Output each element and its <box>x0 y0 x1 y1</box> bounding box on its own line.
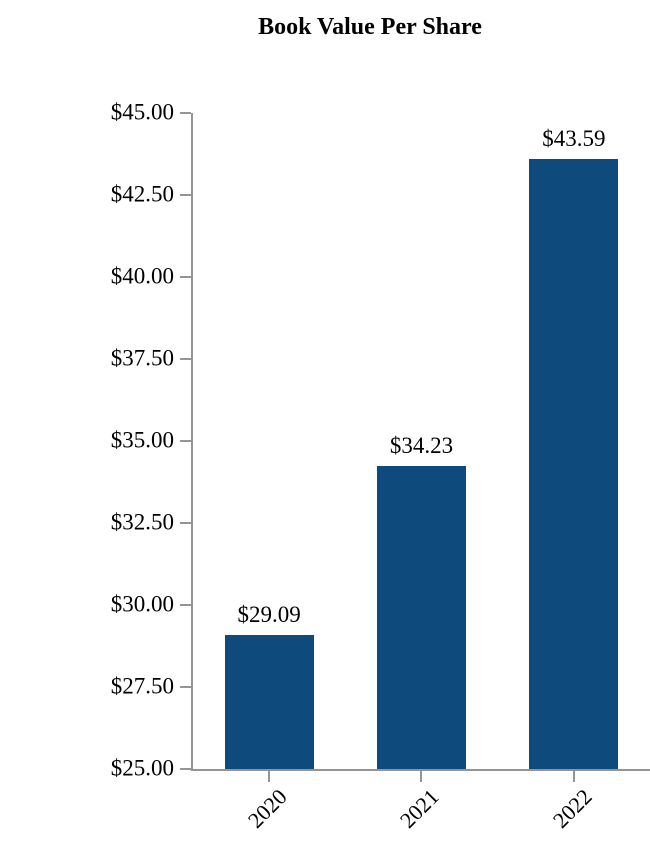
x-axis-tick <box>268 771 271 782</box>
y-axis-tick <box>180 522 191 524</box>
bar-2020: $29.09 <box>224 602 314 769</box>
y-axis-tick <box>180 440 191 442</box>
y-axis-tick-label: $45.00 <box>110 99 174 125</box>
x-axis-tick-label: 2022 <box>547 784 597 833</box>
x-axis-tick <box>420 771 423 782</box>
y-axis-tick <box>180 194 191 196</box>
y-axis-tick <box>180 112 191 114</box>
plot-area: $45.00 $42.50 $40.00 $37.50 $35.00 $32.5… <box>111 99 650 833</box>
bar-2022: $43.59 <box>529 126 619 769</box>
y-axis-tick-label: $40.00 <box>110 263 174 289</box>
bar-value-label: $34.23 <box>389 433 454 459</box>
bar-2021: $34.23 <box>376 433 466 769</box>
category-cell-2021: $34.23 2021 <box>345 113 497 833</box>
y-axis-tick-label: $25.00 <box>110 755 174 781</box>
y-axis-tick-label: $37.50 <box>110 345 174 371</box>
y-axis: $45.00 $42.50 $40.00 $37.50 $35.00 $32.5… <box>111 99 650 780</box>
x-axis-tick <box>572 771 575 782</box>
category-cell-2020: $29.09 2020 <box>193 113 345 833</box>
y-axis-tick <box>180 604 191 606</box>
bar-value-label: $29.09 <box>237 601 301 627</box>
chart-title: Book Value Per Share <box>258 14 482 40</box>
x-axis-tick-label: 2020 <box>243 784 292 833</box>
y-axis-tick-label: $27.50 <box>110 673 174 699</box>
y-axis-tick <box>180 358 191 360</box>
y-axis-tick-label: $30.00 <box>110 591 174 617</box>
y-axis-tick-label: $42.50 <box>110 181 174 207</box>
x-axis-tick-label: 2021 <box>395 784 445 833</box>
y-axis-tick <box>180 276 191 278</box>
bars-row: $29.09 2020 $34.23 2021 $43.59 <box>193 113 650 833</box>
y-axis-tick <box>180 768 191 770</box>
category-cell-2022: $43.59 2022 <box>498 113 650 833</box>
bar-value-label: $43.59 <box>542 126 606 152</box>
y-axis-tick-label: $35.00 <box>110 427 174 453</box>
y-axis-tick-label: $32.50 <box>110 509 174 535</box>
y-axis-tick <box>180 686 191 688</box>
